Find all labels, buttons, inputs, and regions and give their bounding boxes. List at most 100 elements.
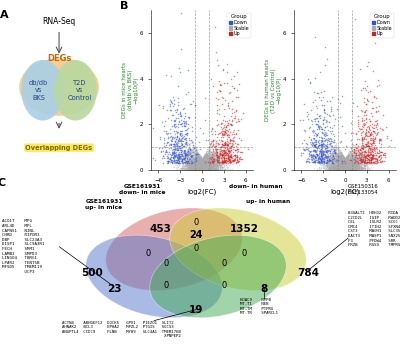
Point bbox=[196, 165, 202, 171]
Point bbox=[332, 152, 339, 158]
Point bbox=[344, 167, 350, 172]
Point bbox=[336, 162, 342, 168]
Point bbox=[335, 162, 341, 168]
Point bbox=[190, 155, 196, 161]
Point bbox=[198, 156, 204, 162]
Point bbox=[366, 165, 372, 170]
Point bbox=[190, 164, 196, 170]
Point bbox=[337, 161, 343, 167]
Point bbox=[351, 157, 357, 163]
Point bbox=[374, 157, 380, 163]
Point bbox=[357, 157, 363, 163]
Point bbox=[332, 159, 338, 164]
Point bbox=[363, 87, 370, 92]
Point bbox=[224, 122, 231, 127]
Point bbox=[208, 155, 214, 160]
Point bbox=[170, 94, 176, 100]
Point bbox=[356, 163, 362, 169]
Point bbox=[200, 158, 206, 163]
Point bbox=[165, 159, 172, 164]
Point bbox=[337, 161, 343, 167]
Point bbox=[324, 153, 330, 159]
Point bbox=[210, 152, 216, 158]
Point bbox=[184, 166, 190, 171]
Point bbox=[202, 162, 209, 168]
Point bbox=[358, 161, 364, 166]
Point bbox=[331, 166, 338, 171]
Point bbox=[160, 104, 166, 109]
Point bbox=[316, 142, 322, 148]
Point bbox=[336, 159, 342, 164]
Point bbox=[213, 158, 219, 163]
Point bbox=[345, 158, 351, 163]
Point bbox=[362, 130, 369, 136]
Point bbox=[171, 149, 177, 154]
Point bbox=[351, 166, 357, 172]
Point bbox=[364, 148, 370, 154]
Point bbox=[200, 165, 207, 171]
Point bbox=[348, 151, 354, 157]
Point bbox=[352, 166, 359, 171]
Point bbox=[207, 165, 214, 171]
Point bbox=[191, 167, 197, 172]
Point bbox=[201, 152, 207, 158]
Point bbox=[167, 103, 173, 109]
Point bbox=[206, 166, 212, 172]
Point bbox=[338, 154, 344, 160]
Point bbox=[220, 160, 226, 165]
Point bbox=[345, 166, 351, 171]
Point bbox=[337, 161, 344, 167]
Point bbox=[338, 166, 345, 171]
Point bbox=[318, 141, 324, 146]
Point bbox=[221, 155, 228, 161]
Point bbox=[204, 159, 211, 165]
Point bbox=[351, 155, 358, 161]
Point bbox=[200, 166, 206, 171]
Point bbox=[312, 144, 318, 150]
Point bbox=[187, 140, 193, 145]
Point bbox=[198, 164, 205, 170]
Point bbox=[210, 161, 216, 167]
Point bbox=[333, 166, 340, 172]
Point bbox=[168, 141, 174, 146]
Point bbox=[355, 166, 362, 171]
Point bbox=[355, 160, 361, 166]
Point bbox=[210, 164, 216, 170]
Point bbox=[349, 160, 356, 166]
Point bbox=[233, 108, 240, 113]
Point bbox=[191, 164, 197, 170]
Point bbox=[176, 155, 183, 161]
Point bbox=[201, 164, 207, 169]
Point bbox=[166, 141, 173, 147]
Point bbox=[362, 155, 368, 160]
Point bbox=[218, 153, 225, 159]
Point bbox=[215, 162, 221, 168]
Point bbox=[205, 167, 212, 173]
Point bbox=[369, 154, 375, 160]
Point bbox=[201, 167, 207, 172]
Point bbox=[201, 159, 207, 164]
Point bbox=[304, 116, 311, 121]
Point bbox=[201, 163, 208, 169]
Point bbox=[320, 162, 326, 167]
Point bbox=[172, 143, 179, 149]
Point bbox=[352, 165, 359, 170]
Point bbox=[345, 156, 352, 162]
Point bbox=[345, 160, 352, 166]
Point bbox=[345, 160, 352, 166]
Point bbox=[330, 156, 336, 161]
Point bbox=[190, 161, 196, 166]
Point bbox=[212, 142, 219, 147]
Point bbox=[208, 156, 214, 161]
Point bbox=[327, 158, 334, 163]
Point bbox=[322, 153, 328, 158]
Point bbox=[335, 165, 342, 170]
Point bbox=[191, 164, 198, 169]
Point bbox=[202, 153, 208, 159]
Point bbox=[318, 151, 324, 157]
Point bbox=[338, 154, 345, 160]
Point bbox=[201, 165, 208, 171]
Point bbox=[203, 166, 209, 171]
Point bbox=[189, 166, 195, 172]
Point bbox=[341, 165, 348, 170]
